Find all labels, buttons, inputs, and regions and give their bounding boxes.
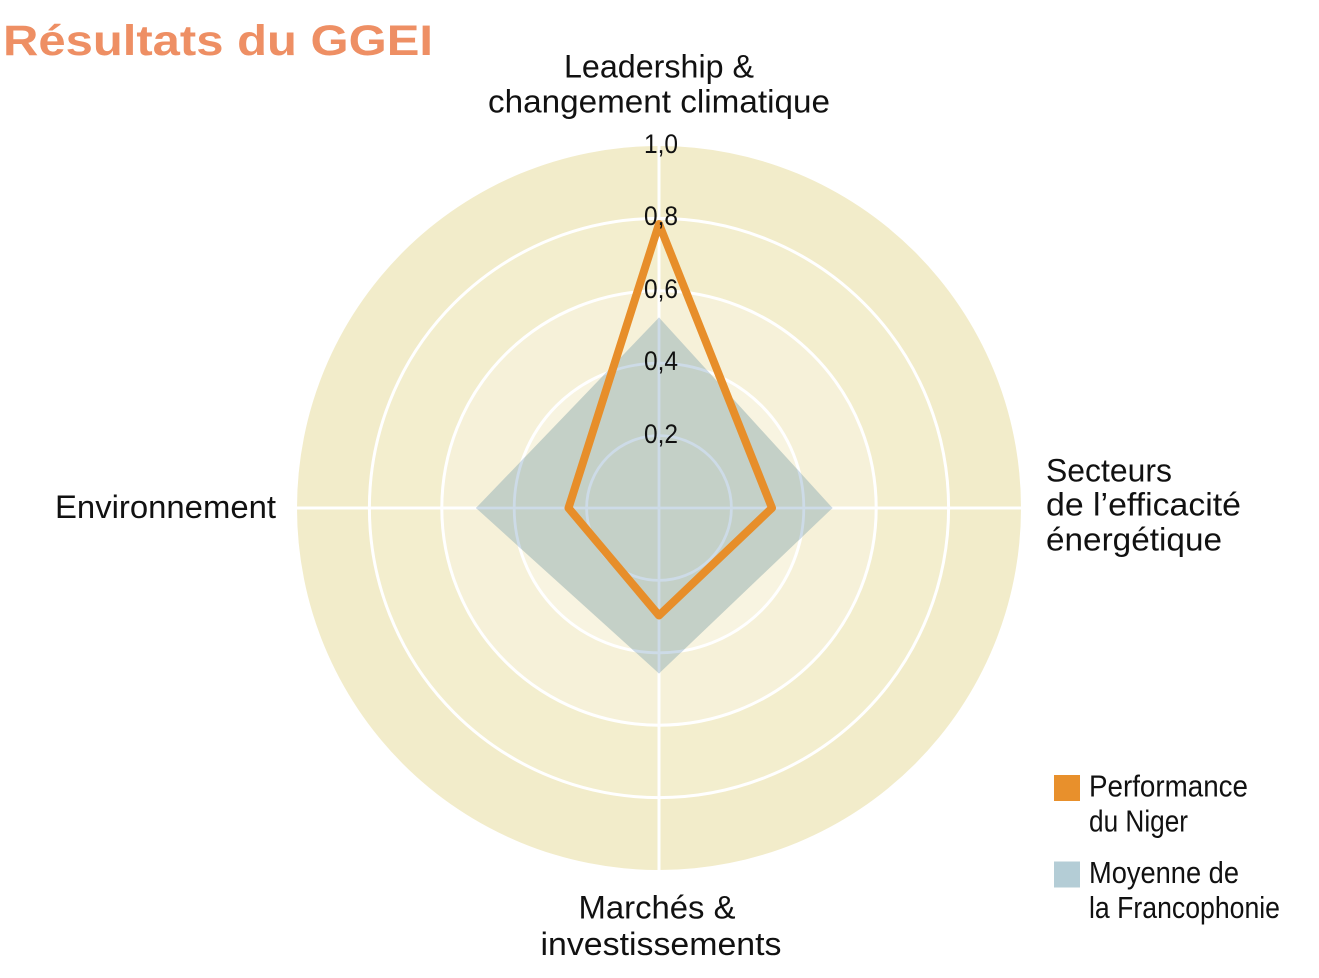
svg-text:0,6: 0,6 (644, 274, 678, 304)
svg-text:Moyenne de: Moyenne de (1089, 855, 1239, 890)
svg-text:Marchés &: Marchés & (579, 890, 736, 926)
svg-text:0,4: 0,4 (644, 346, 678, 376)
svg-text:Secteurs: Secteurs (1046, 453, 1172, 489)
svg-text:énergétique: énergétique (1046, 522, 1222, 558)
svg-text:Performance: Performance (1089, 769, 1248, 804)
svg-text:de l’efficacité: de l’efficacité (1046, 487, 1241, 523)
svg-text:Résultats du GGEI: Résultats du GGEI (3, 18, 433, 65)
svg-text:investissements: investissements (541, 926, 782, 962)
svg-text:la Francophonie: la Francophonie (1089, 890, 1280, 925)
svg-text:Environnement: Environnement (55, 489, 276, 525)
svg-text:0,8: 0,8 (644, 201, 678, 231)
svg-text:0,2: 0,2 (644, 419, 678, 449)
svg-text:changement climatique: changement climatique (488, 84, 830, 120)
svg-text:du Niger: du Niger (1089, 804, 1188, 839)
svg-text:1,0: 1,0 (644, 129, 678, 159)
svg-text:Leadership &: Leadership & (564, 49, 754, 85)
